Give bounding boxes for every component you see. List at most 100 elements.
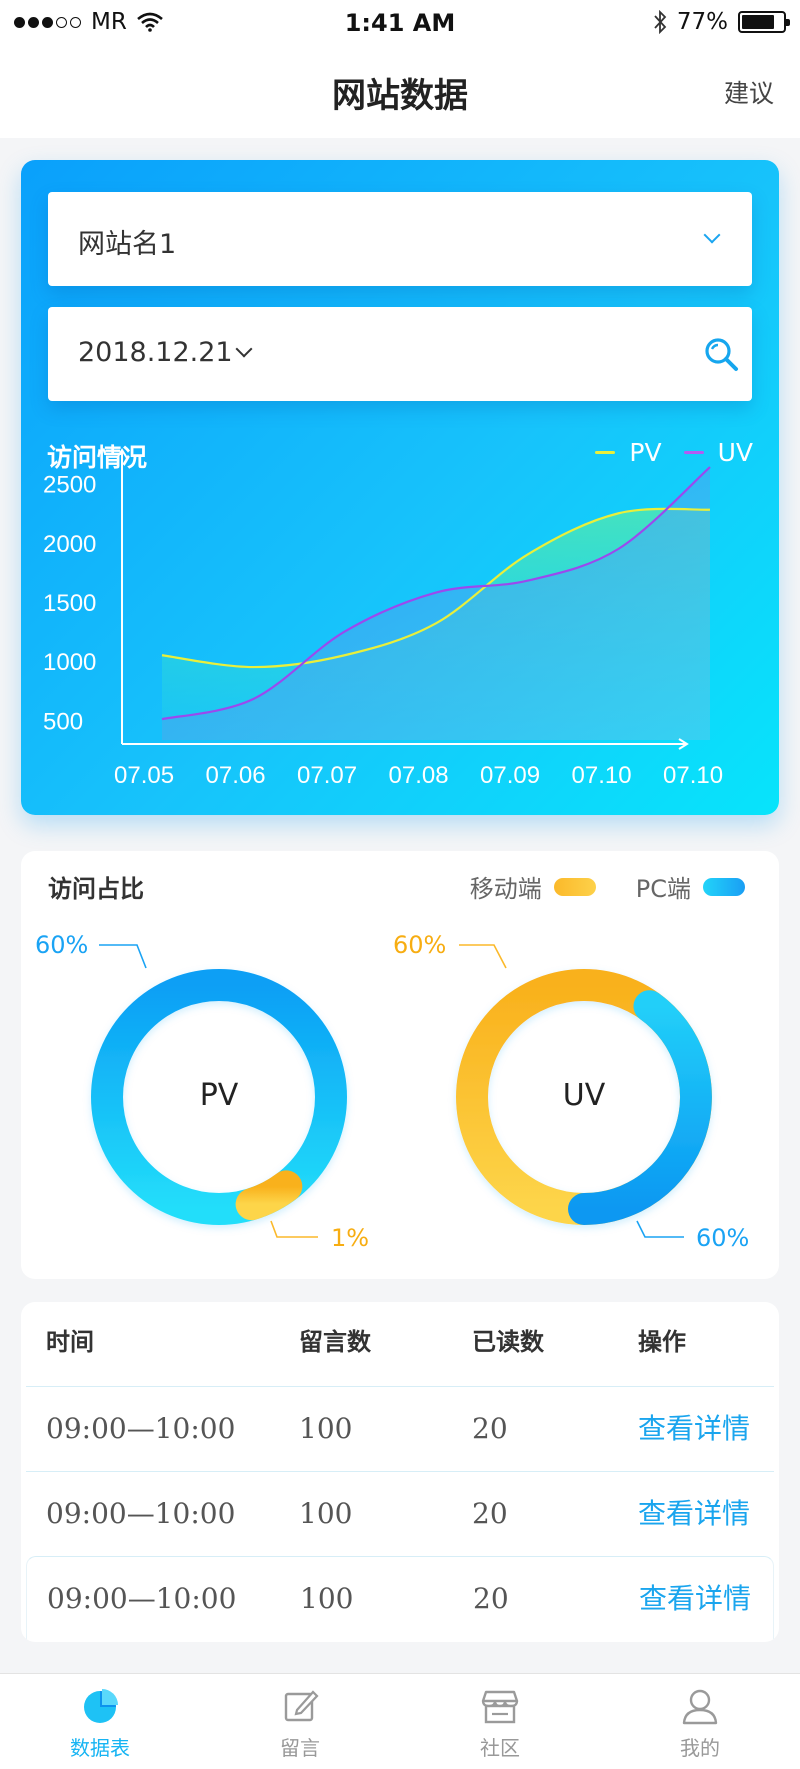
share-title: 访问占比	[48, 875, 144, 903]
chart-legend: PV UV	[595, 438, 753, 467]
view-details-link[interactable]: 查看详情	[638, 1497, 751, 1530]
x-tick-label: 07.09	[480, 762, 540, 789]
legend-pc-swatch	[703, 877, 745, 896]
uv-donut	[456, 969, 712, 1225]
x-tick-label: 07.05	[114, 762, 174, 789]
bluetooth-icon	[654, 10, 667, 34]
row-read: 20	[473, 1582, 509, 1615]
chart-title: 访问情况	[47, 443, 148, 472]
battery-icon	[738, 11, 790, 33]
user-icon	[682, 1689, 718, 1725]
y-tick-label: 2000	[43, 531, 96, 558]
uv-bottom-leader	[636, 1220, 684, 1238]
uv-bottom-percent: 60%	[696, 1224, 750, 1252]
site-name: 网站名1	[78, 229, 177, 260]
y-tick-label: 2500	[43, 472, 96, 499]
row-messages: 100	[299, 1412, 353, 1445]
table-header: 时间 留言数 已读数 操作	[26, 1302, 774, 1386]
row-read: 20	[472, 1497, 508, 1530]
visits-card: 网站名1 2018.12.21 访问情况 PV UV 500 1000 1500 20…	[21, 160, 779, 815]
pv-donut-mobile-segment	[235, 1170, 303, 1221]
navigation-bar: 网站数据 建议	[0, 44, 800, 138]
x-tick-label: 07.06	[206, 762, 266, 789]
legend-pv-swatch	[595, 451, 616, 454]
pv-top-percent: 60%	[35, 931, 89, 959]
y-tick-label: 500	[43, 708, 83, 735]
x-tick-label: 07.07	[297, 762, 357, 789]
tab-messages-label: 留言	[280, 1736, 320, 1760]
view-details-link[interactable]: 查看详情	[639, 1582, 752, 1615]
tab-bar: 数据表 留言 社区 我的	[0, 1673, 800, 1769]
share-card: 访问占比 移动端 PC端	[21, 851, 779, 1279]
uv-series-line	[161, 466, 711, 721]
row-time: 09:00—10:00	[46, 1412, 236, 1445]
y-tick-label: 1000	[43, 649, 96, 676]
date-value: 2018.12.21	[78, 337, 233, 368]
legend-mobile-label: 移动端	[469, 875, 542, 903]
legend-mobile: 移动端	[470, 869, 596, 904]
legend-mobile-swatch	[553, 877, 596, 896]
x-tick-label: 07.08	[389, 762, 449, 789]
uv-donut-pc-segment	[568, 990, 712, 1225]
uv-area	[162, 467, 710, 740]
carrier-name: MR	[91, 9, 127, 35]
pv-series-line	[161, 507, 711, 669]
date-select[interactable]: 2018.12.21	[48, 307, 752, 401]
tab-data-label: 数据表	[70, 1736, 130, 1760]
tab-community[interactable]: 社区	[400, 1674, 600, 1769]
page-title: 网站数据	[332, 76, 468, 116]
visits-line-chart: 500 1000 1500 2000 2500 07.05 07.06 07.07 07.08 0…	[43, 448, 723, 789]
pv-bottom-leader	[270, 1220, 318, 1238]
legend-uv-label: UV	[717, 438, 753, 467]
wifi-icon	[136, 12, 163, 32]
share-legend: 移动端 PC端	[470, 869, 745, 904]
pie-chart-icon	[84, 1689, 118, 1723]
legend-uv-swatch	[683, 451, 704, 454]
legend-pc: PC端	[636, 869, 745, 904]
pv-donut	[91, 969, 347, 1225]
signal-strength-icon	[14, 16, 81, 28]
header-time: 时间	[46, 1328, 94, 1356]
pv-bottom-percent: 1%	[331, 1224, 370, 1252]
legend-uv: UV	[683, 438, 753, 467]
row-time: 09:00—10:00	[47, 1582, 237, 1615]
row-read: 20	[472, 1412, 508, 1445]
legend-pc-label: PC端	[635, 875, 691, 903]
donut-charts	[91, 944, 712, 1238]
tab-profile[interactable]: 我的	[600, 1674, 800, 1769]
header-read: 已读数	[472, 1328, 544, 1356]
tab-profile-label: 我的	[680, 1736, 720, 1760]
tab-messages[interactable]: 留言	[200, 1674, 400, 1769]
suggestion-button[interactable]: 建议	[723, 79, 774, 108]
y-tick-label: 1500	[43, 590, 96, 617]
uv-top-percent: 60%	[393, 931, 447, 959]
status-time: 1:41 AM	[344, 9, 456, 37]
tab-data[interactable]: 数据表	[0, 1674, 200, 1769]
x-tick-label: 07.10	[572, 762, 632, 789]
pv-top-leader	[99, 944, 147, 969]
view-details-link[interactable]: 查看详情	[638, 1412, 751, 1445]
pv-donut-pc-ring	[91, 969, 347, 1225]
table-row: 09:00—10:00 100 20 查看详情	[26, 1386, 774, 1470]
search-icon[interactable]	[702, 335, 742, 375]
legend-pv-label: PV	[629, 438, 662, 467]
pv-donut-label: PV	[199, 1078, 239, 1113]
store-icon	[481, 1690, 519, 1724]
x-tick-label: 07.10	[663, 762, 723, 789]
legend-pv: PV	[595, 438, 662, 467]
status-bar: MR 1:41 AM 77%	[0, 0, 800, 44]
tab-community-label: 社区	[480, 1736, 520, 1760]
header-messages: 留言数	[299, 1328, 371, 1356]
battery-percent: 77%	[676, 9, 728, 35]
uv-donut-label: UV	[562, 1078, 606, 1113]
x-axis-arrow	[678, 738, 689, 750]
message-table: 时间 留言数 已读数 操作 09:00—10:00 100 20 查看详情 09…	[21, 1302, 779, 1642]
site-select[interactable]: 网站名1	[48, 192, 752, 286]
row-time: 09:00—10:00	[46, 1497, 236, 1530]
uv-top-leader	[459, 944, 507, 969]
table-row: 09:00—10:00 100 20 查看详情	[26, 1556, 774, 1640]
row-messages: 100	[300, 1582, 354, 1615]
y-axis-arrow	[116, 448, 128, 459]
header-action: 操作	[638, 1328, 686, 1356]
row-messages: 100	[299, 1497, 353, 1530]
